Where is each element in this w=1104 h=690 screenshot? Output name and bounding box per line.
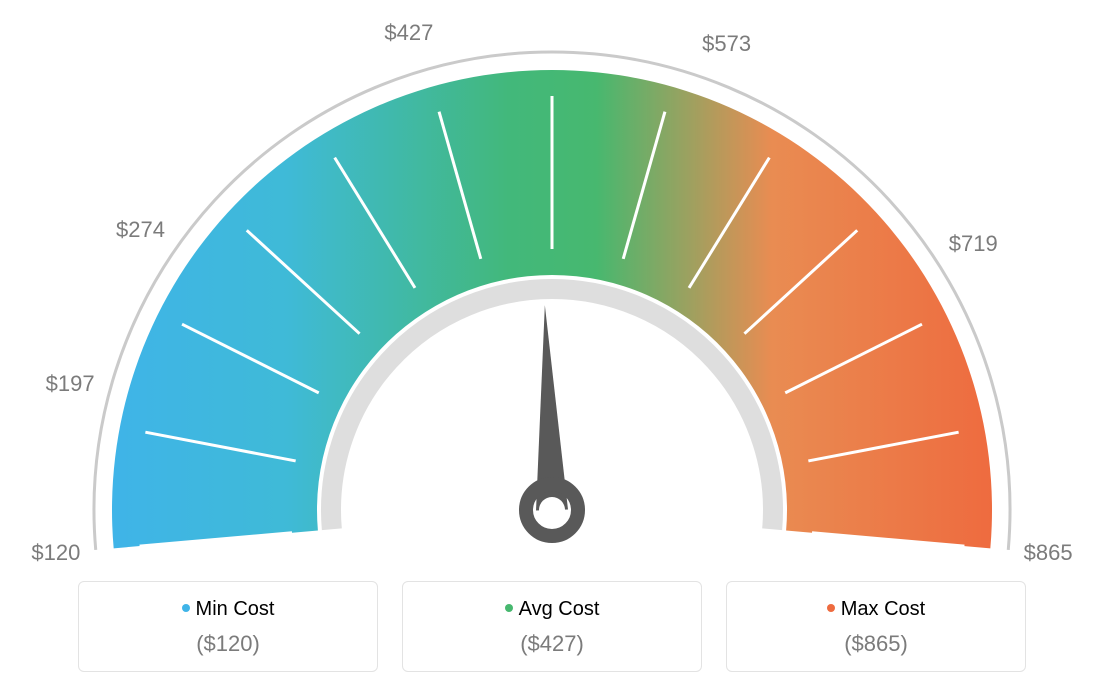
legend-value-max: ($865) [727,631,1025,657]
legend-title-min: Min Cost [79,598,377,621]
legend-value-min: ($120) [79,631,377,657]
gauge-tick-label: $120 [31,540,80,566]
gauge-svg [32,10,1072,550]
gauge-tick-label: $573 [702,31,751,57]
legend-label: Avg Cost [519,598,600,620]
dot-icon [827,604,835,612]
gauge-tick-label: $427 [384,20,433,46]
legend-row: Min Cost ($120) Avg Cost ($427) Max Cost… [78,581,1026,672]
legend-card-avg: Avg Cost ($427) [402,581,702,672]
legend-card-min: Min Cost ($120) [78,581,378,672]
gauge-chart: $120$197$274$427$573$719$865 [32,10,1072,550]
legend-value-avg: ($427) [403,631,701,657]
legend-label: Max Cost [841,598,925,620]
gauge-tick-label: $719 [949,231,998,257]
dot-icon [182,604,190,612]
dot-icon [505,604,513,612]
gauge-tick-label: $197 [46,371,95,397]
legend-label: Min Cost [196,598,275,620]
legend-title-max: Max Cost [727,598,1025,621]
legend-card-max: Max Cost ($865) [726,581,1026,672]
gauge-tick-label: $274 [116,217,165,243]
legend-title-avg: Avg Cost [403,598,701,621]
gauge-tick-label: $865 [1024,540,1073,566]
